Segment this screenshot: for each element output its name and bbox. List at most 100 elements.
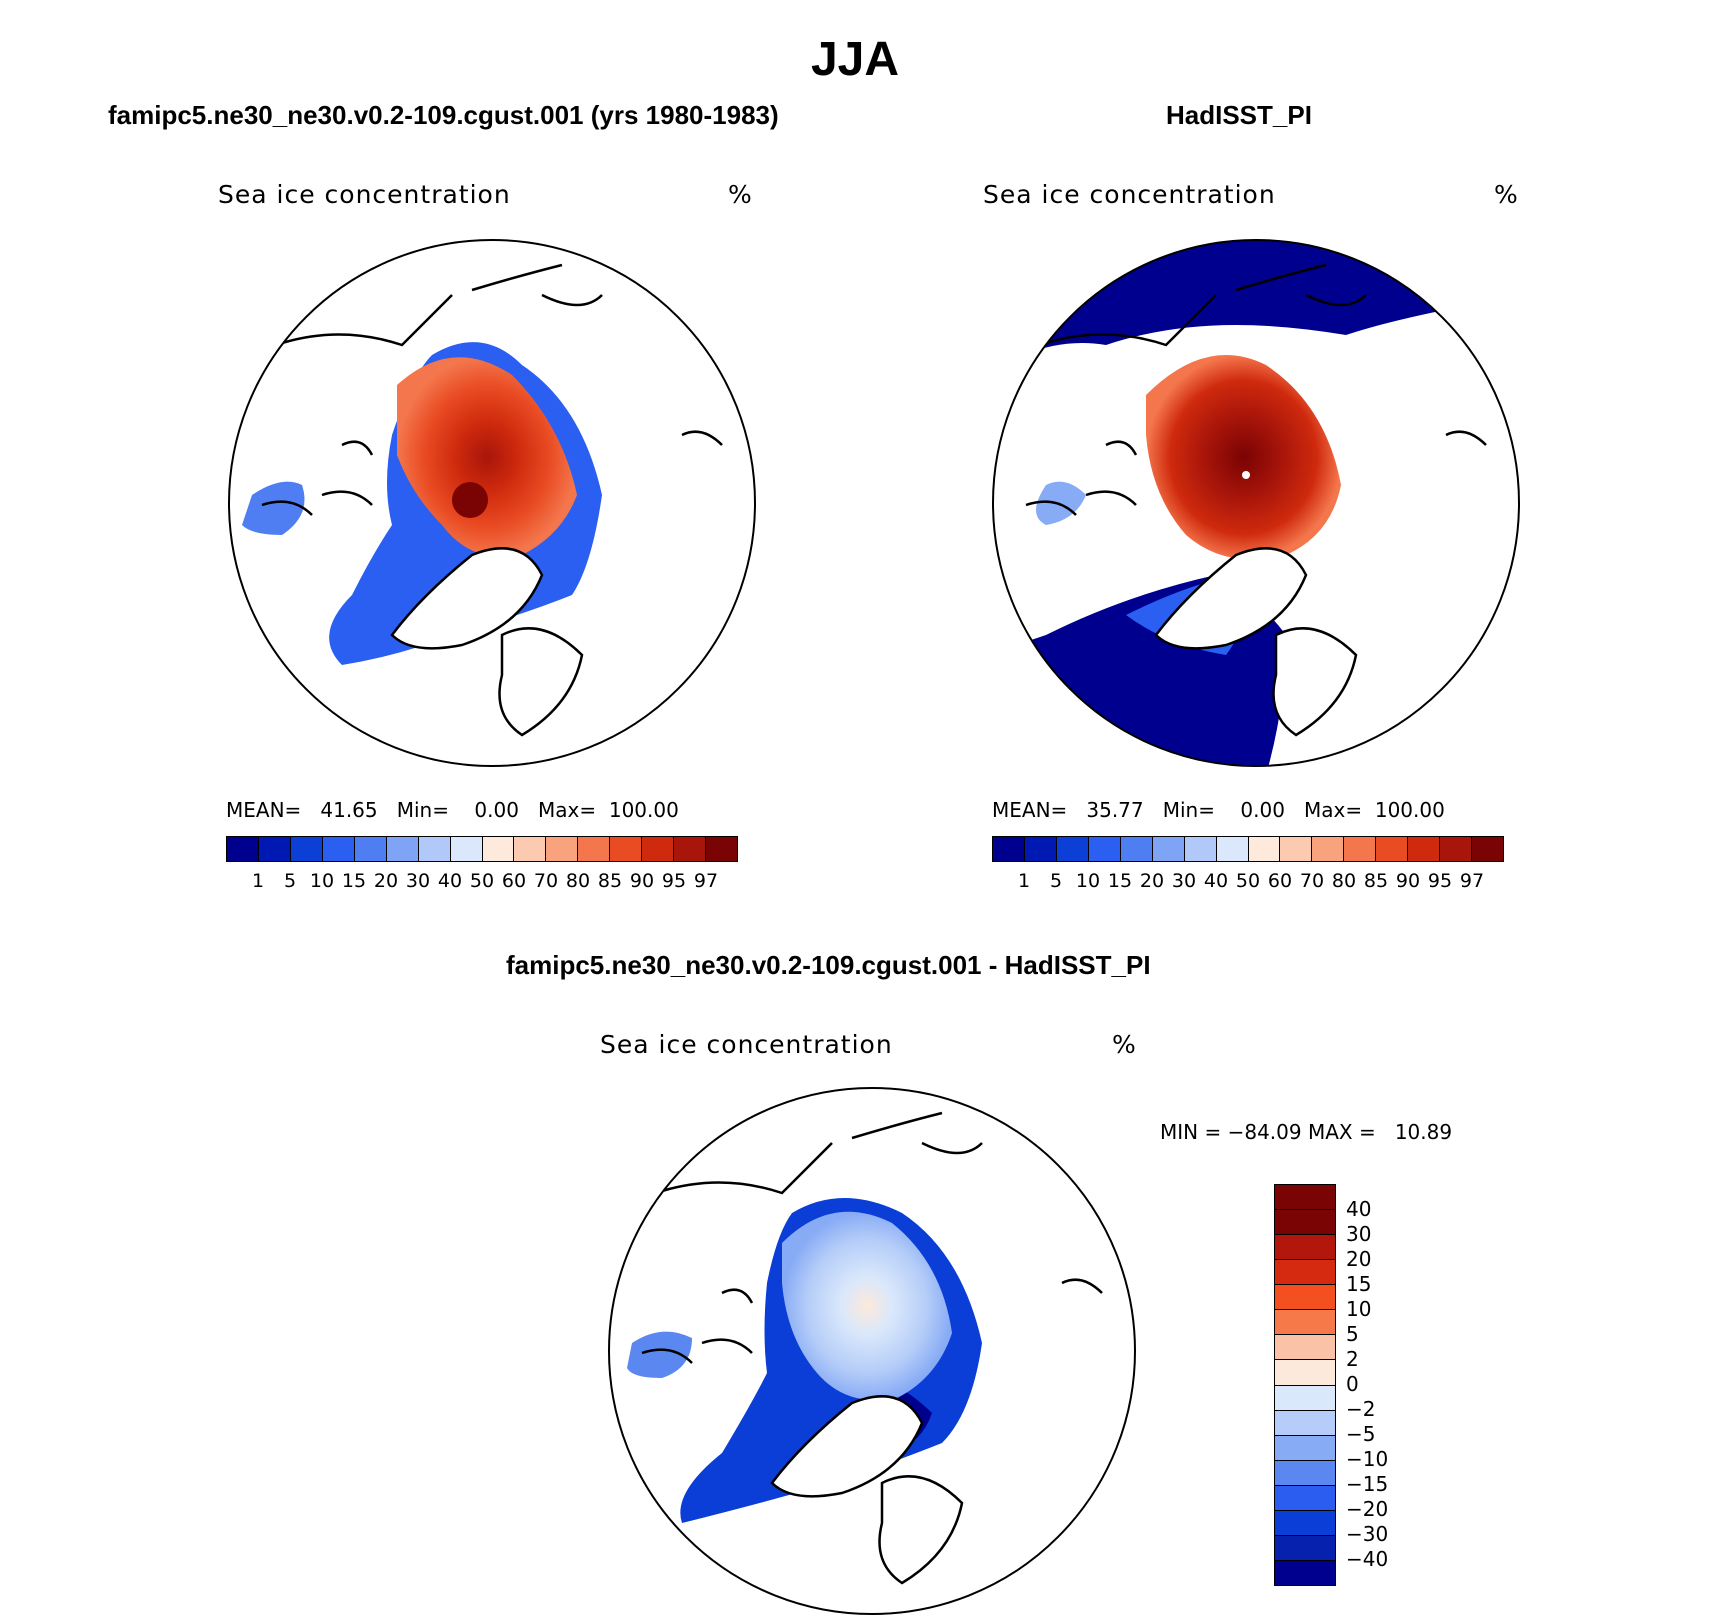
diff-colorbar-tick-label: 0 [1346,1372,1359,1396]
diff-colorbar-tick-label: −10 [1346,1447,1389,1471]
diff-max-label: MAX = [1307,1120,1376,1144]
panel-1-max-value: 100.00 [608,798,679,822]
panel-1-colorbar-swatch [706,837,737,861]
panel-1-ice-pack [397,357,577,557]
panel-1-colorbar: 1 5 10 15 20 30 40 50 60 70 80 85 90 95 97 [226,836,738,892]
panel-1-colorbar-tick-label: 70 [533,870,559,892]
panel-2-colorbar-swatch [1376,837,1409,861]
panel-2-ice-pack [1146,355,1341,560]
diff-colorbar-tick-label: 30 [1346,1222,1372,1246]
panel-2-colorbar-swatch [1056,837,1089,861]
diff-colorbar-swatch [1275,1235,1335,1261]
panel-2-colorbar-tick-label: 5 [1049,870,1063,892]
diff-colorbar-swatch [1275,1435,1335,1461]
panel-1-colorbar-swatch [642,837,675,861]
panel-2-colorbar-tick-label: 95 [1427,870,1453,892]
panel-1-colorbar-tick-label: 60 [501,870,527,892]
panel-2-colorbar-tick-label: 1 [1017,870,1031,892]
panel-2-colorbar-swatch [1120,837,1153,861]
diff-colorbar-swatch [1275,1560,1335,1585]
panel-1-max-label: Max= [538,798,597,822]
diff-colorbar-tick-label: 15 [1346,1272,1372,1296]
diff-max-value: 10.89 [1394,1120,1453,1144]
panel-2-colorbar-swatch [1312,837,1345,861]
panel-1-colorbar-swatch [290,837,323,861]
panel-1-unit-label: % [728,180,752,209]
diff-colorbar-swatch [1275,1385,1335,1411]
diff-colorbar-tick-label: −40 [1346,1547,1389,1571]
panel-1-min-label: Min= [396,798,449,822]
panel-1-colorbar-swatch [227,837,259,861]
diff-colorbar-tick-label: −20 [1346,1497,1389,1521]
panel-1-variable-label: Sea ice concentration [218,180,511,209]
panel-2-colorbar-swatch [1152,837,1185,861]
panel-1-colorbar-tick-label: 20 [373,870,399,892]
diff-subtitle: famipc5.ne30_ne30.v0.2-109.cgust.001 - H… [506,950,1151,980]
panel-1-colorbar-tick-label: 50 [469,870,495,892]
diff-colorbar-swatch [1275,1510,1335,1536]
panel-1-colorbar-tick-label: 95 [661,870,687,892]
diff-colorbar-tick-label: 20 [1346,1247,1372,1271]
diff-variable-label: Sea ice concentration [600,1030,893,1059]
panel-2-colorbar-tick-label: 90 [1395,870,1421,892]
panel-1-colorbar-swatch [322,837,355,861]
diff-colorbar-swatch [1275,1335,1335,1361]
panel-2-colorbar-swatch [1216,837,1249,861]
figure-title: JJA [810,33,900,86]
panel-1-colorbar-swatch [610,837,643,861]
panel-2-colorbar-swatch [1344,837,1377,861]
diff-colorbar-tick-label: 10 [1346,1297,1372,1321]
panel-1-colorbar-swatch [514,837,547,861]
diff-map [608,1087,1136,1615]
panel-2-stats: MEAN= 35.77 Min= 0.00 Max= 100.00 [992,798,1445,822]
panel-2-colorbar-swatch [1280,837,1313,861]
panel-1-colorbar-tick-label: 10 [309,870,335,892]
panel-2-subtitle: HadISST_PI [1166,100,1312,130]
panel-2-colorbar-swatch [1088,837,1121,861]
diff-colorbar-swatch [1275,1535,1335,1561]
diff-colorbar-swatch [1275,1260,1335,1286]
diff-unit-label: % [1112,1030,1136,1059]
diff-colorbar-swatch [1275,1460,1335,1486]
panel-1-stats: MEAN= 41.65 Min= 0.00 Max= 100.00 [226,798,679,822]
panel-1-colorbar-tick-label: 30 [405,870,431,892]
diff-colorbar: 40 30 20 15 10 5 2 0 −2 −5 −10 −15 −20 −30 −40 [1274,1184,1388,1586]
panel-2-colorbar-tick-label: 15 [1107,870,1133,892]
panel-2-colorbar-tick-label: 70 [1299,870,1325,892]
diff-colorbar-tick-label: 2 [1346,1347,1359,1371]
panel-2-colorbar-tick-label: 80 [1331,870,1357,892]
diff-colorbar-tick-label: 5 [1346,1322,1359,1346]
panel-1-colorbar-tick-label: 90 [629,870,655,892]
panel-2-colorbar-swatch [1184,837,1217,861]
panel-1-colorbar-swatch [418,837,451,861]
diff-greenland [770,1395,924,1498]
panel-2-mean-value: 35.77 [1086,798,1144,822]
diff-colorbar-swatch [1275,1210,1335,1236]
diff-min-value: −84.09 [1227,1120,1302,1144]
panel-2-colorbar-tick-label: 30 [1171,870,1197,892]
panel-2-min-label: Min= [1162,798,1215,822]
panel-2-min-value: 0.00 [1240,798,1285,822]
panel-2-max-label: Max= [1304,798,1363,822]
diff-colorbar-swatch [1275,1410,1335,1436]
diff-colorbar-swatch [1275,1485,1335,1511]
panel-2-colorbar-swatch [993,837,1025,861]
panel-2-colorbar-tick-label: 20 [1139,870,1165,892]
panel-1-min-value: 0.00 [474,798,519,822]
panel-1-colorbar-swatch [354,837,387,861]
panel-1-mean-label: MEAN= [226,798,302,822]
panel-2-colorbar-tick-label: 85 [1363,870,1389,892]
panel-1-greenland [390,547,544,650]
diff-colorbar-tick-label: −5 [1346,1422,1376,1446]
panel-1-colorbar-tick-label: 80 [565,870,591,892]
panel-1-colorbar-tick-label: 85 [597,870,623,892]
diff-colorbar-tick-label: 40 [1346,1197,1372,1221]
diff-stats: MIN = −84.09 MAX = 10.89 [1160,1120,1452,1144]
panel-1-colorbar-tick-label: 40 [437,870,463,892]
panel-1-colorbar-swatch [482,837,515,861]
diff-colorbar-swatch [1275,1185,1335,1211]
panel-2-greenland [1154,547,1308,650]
panel-2-colorbar-swatch [1024,837,1057,861]
panel-2-colorbar-tick-label: 40 [1203,870,1229,892]
diff-colorbar-tick-label: −2 [1346,1397,1376,1421]
